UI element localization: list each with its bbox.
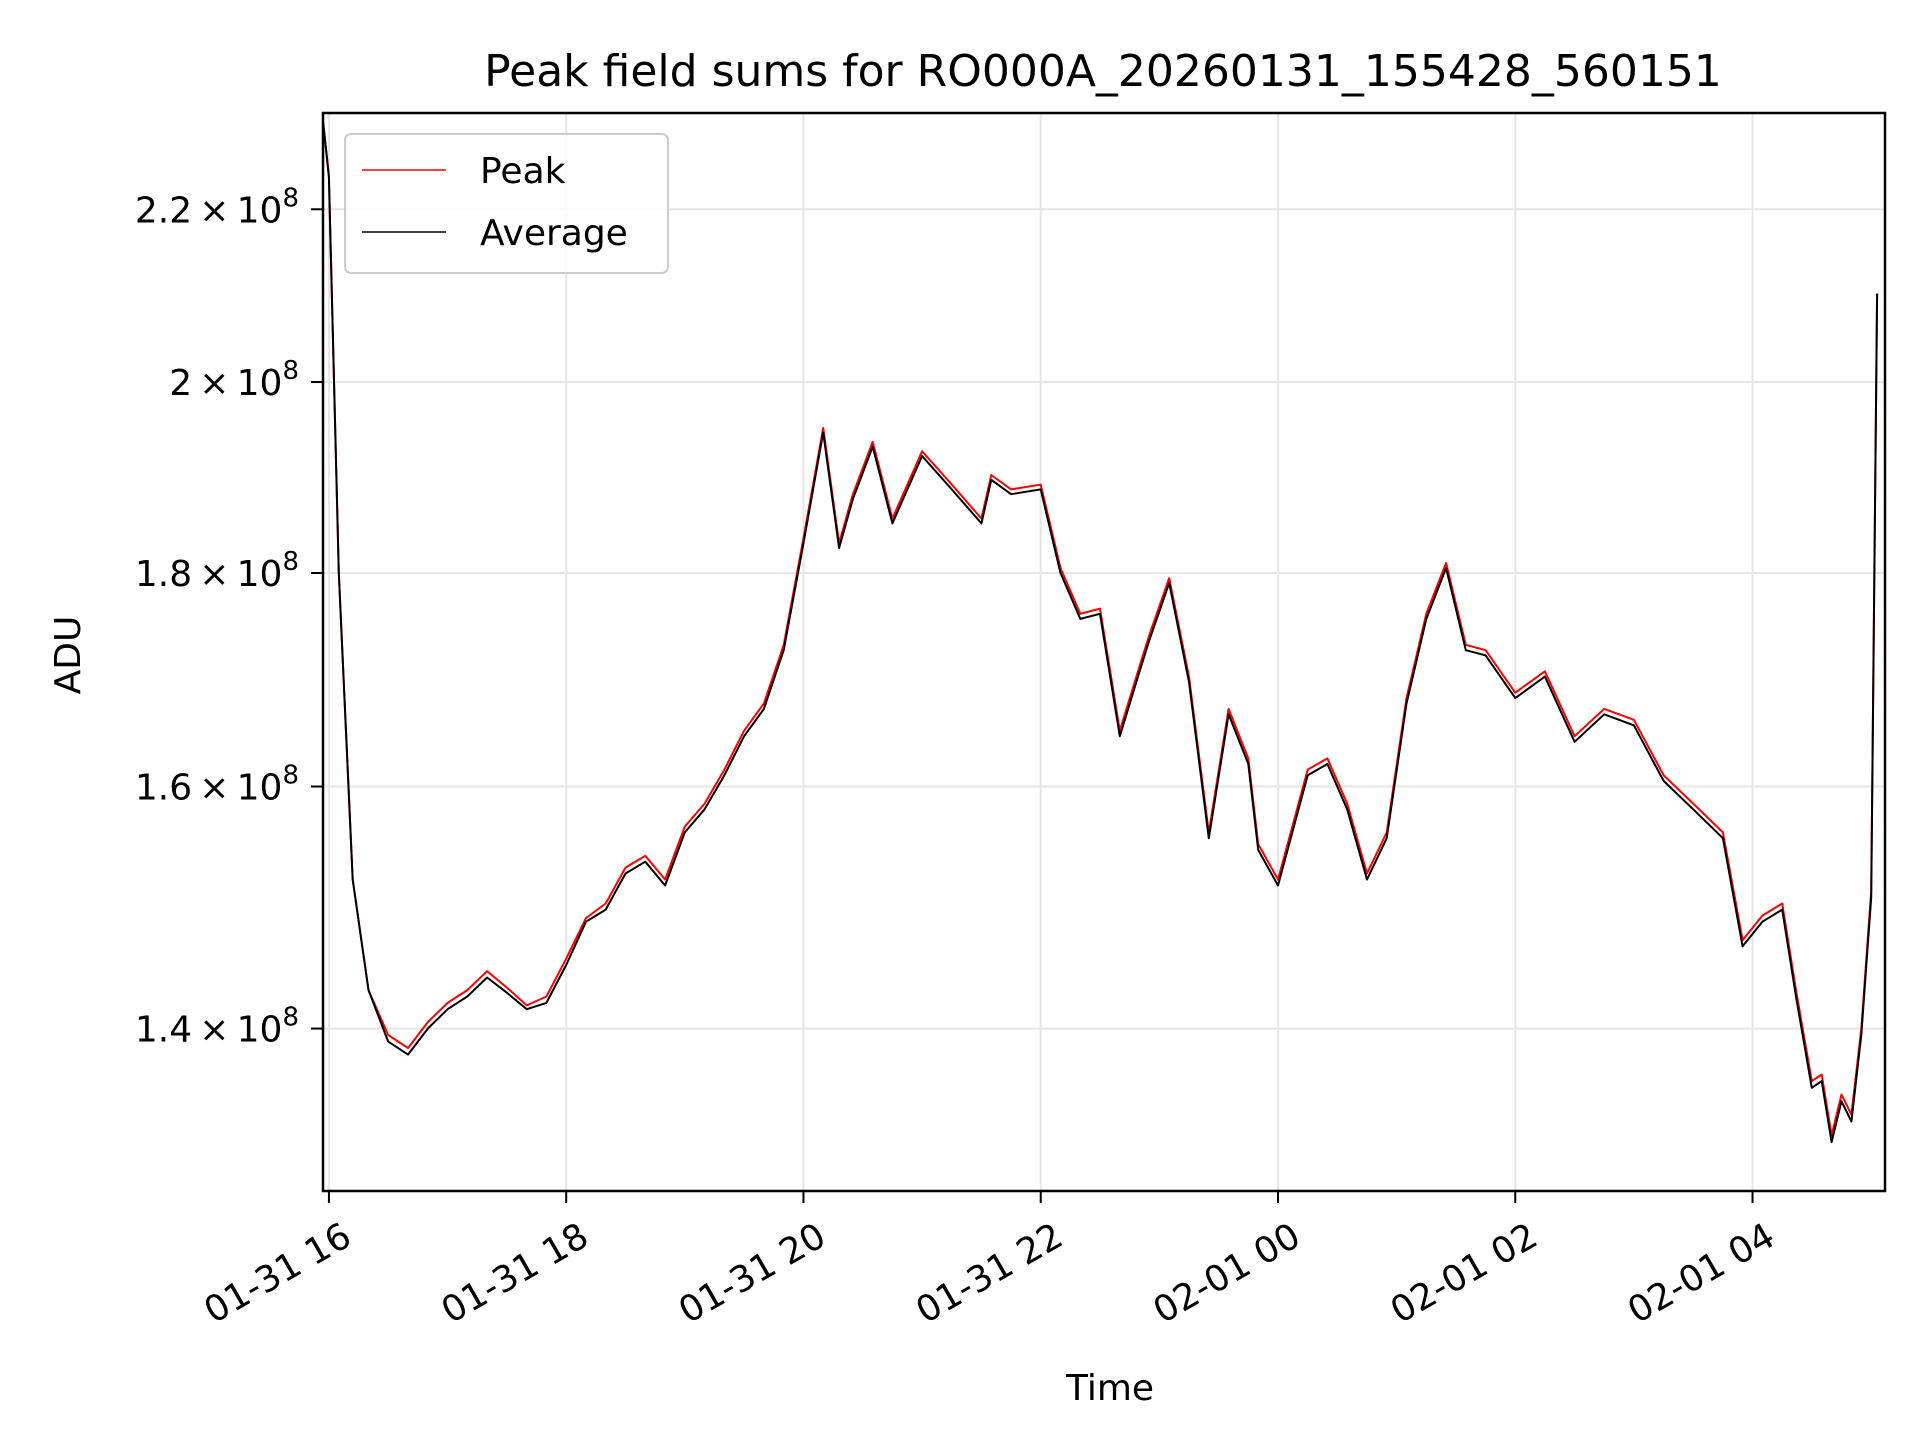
- series-line-peak: [322, 120, 1879, 1137]
- legend-label-peak: Peak: [480, 151, 566, 192]
- y-tick-label: 1.8 × 108: [135, 547, 299, 595]
- legend-label-average: Average: [480, 213, 628, 254]
- y-tick-exponent: 8: [282, 761, 299, 791]
- y-tick-exponent: 8: [282, 183, 299, 213]
- legend-box: [344, 133, 669, 274]
- y-tick-label: 1.4 × 108: [135, 1003, 299, 1051]
- y-tick-mantissa: 1.4 × 10: [135, 1010, 283, 1051]
- legend: Peak Average: [344, 133, 669, 274]
- y-tick-mantissa: 1.6 × 10: [135, 768, 283, 809]
- y-tick-mantissa: 1.8 × 10: [135, 554, 283, 595]
- x-axis-label: Time: [1065, 1368, 1154, 1409]
- plot-frame: [321, 111, 1887, 1193]
- chart-title: Peak field sums for RO000A_20260131_1554…: [484, 46, 1722, 97]
- y-tick-exponent: 8: [282, 1003, 299, 1033]
- y-tick-exponent: 8: [282, 356, 299, 386]
- y-axis-label: ADU: [48, 616, 89, 695]
- y-tick-label: 2.2 × 108: [135, 183, 299, 231]
- series-line-average: [322, 120, 1879, 1144]
- y-tick-exponent: 8: [282, 547, 299, 577]
- grid-lines: [323, 113, 1885, 1191]
- y-tick-label: 1.6 × 108: [135, 761, 299, 809]
- y-tick-mantissa: 2 × 10: [169, 363, 282, 404]
- y-tick-mantissa: 2.2 × 10: [135, 190, 283, 231]
- y-tick-label: 2 × 108: [169, 356, 299, 404]
- series-layer: [322, 120, 1879, 1144]
